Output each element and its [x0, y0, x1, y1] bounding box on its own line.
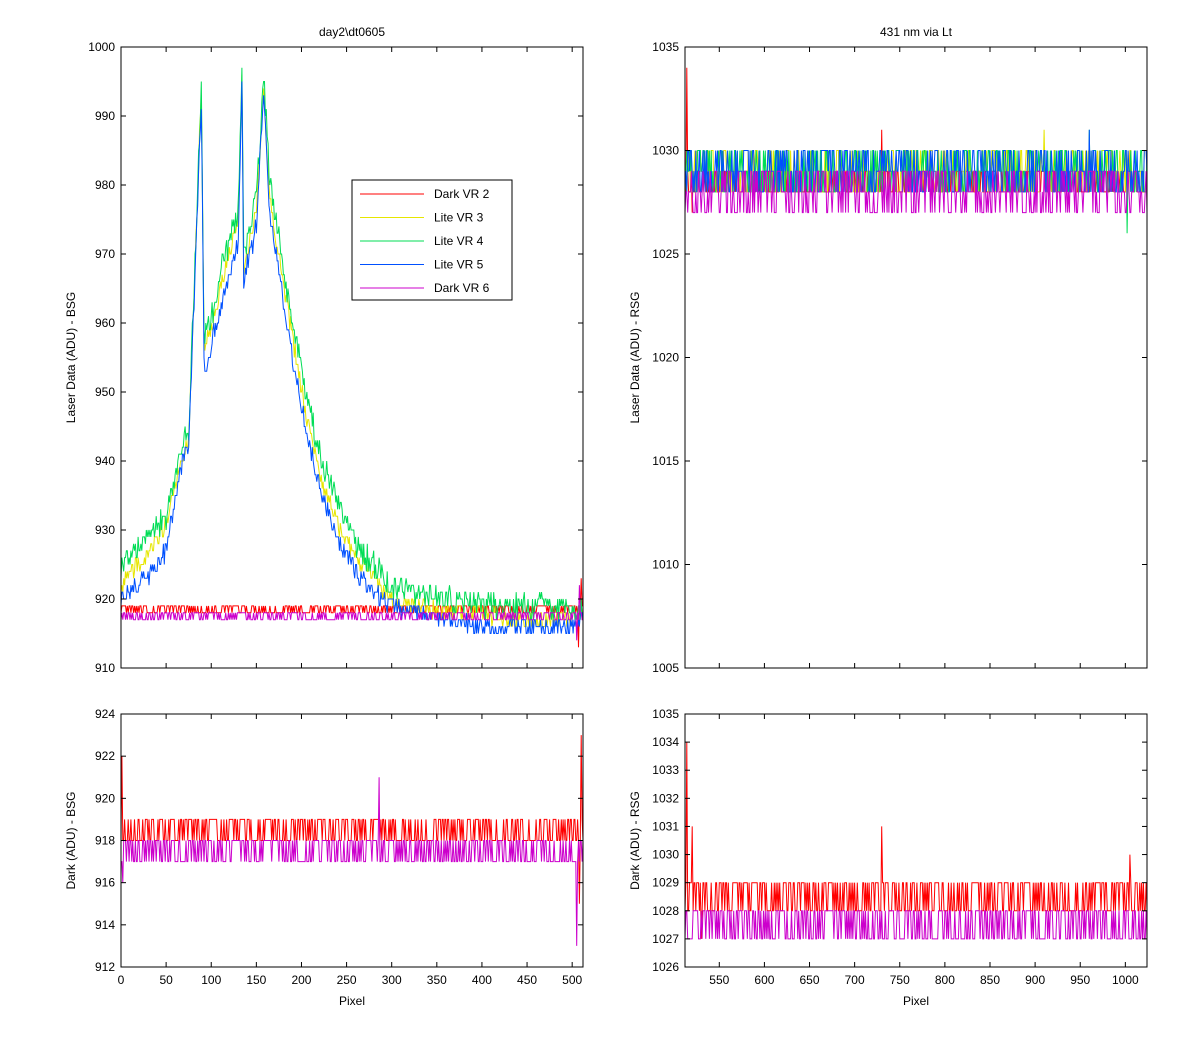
y-axis-label: Dark (ADU) - RSG: [628, 791, 642, 890]
y-tick-label: 990: [95, 109, 115, 123]
y-tick-label: 1020: [652, 351, 679, 365]
series-line-dark-vr-6: [121, 777, 583, 946]
y-tick-label: 1031: [652, 819, 679, 833]
chart-top-left: 910 920 930 940 950 960 970 980 990 1000 day2\dt06…: [64, 25, 584, 675]
y-tick-label: 930: [95, 523, 115, 537]
x-tick-label: 550: [709, 973, 729, 987]
y-tick-label: 950: [95, 385, 115, 399]
y-tick-label: 970: [95, 247, 115, 261]
y-tick-label: 980: [95, 178, 115, 192]
y-tick-label: 1035: [652, 707, 679, 721]
axes-frame: [684, 713, 1148, 968]
y-tick-label: 1028: [652, 904, 679, 918]
y-tick-label: 1033: [652, 763, 679, 777]
x-axis-label: Pixel: [339, 994, 365, 1008]
legend-label: Dark VR 6: [434, 281, 490, 295]
series-line-dark-vr-6: [685, 910, 1147, 940]
y-tick-label: 1025: [652, 247, 679, 261]
legend-label: Lite VR 3: [434, 211, 484, 225]
series-line-dark-vr-6: [685, 170, 1147, 214]
x-tick-label: 150: [246, 973, 266, 987]
y-tick-label: 1026: [652, 960, 679, 974]
y-tick-label: 924: [95, 707, 115, 721]
y-tick-label: 922: [95, 749, 115, 763]
legend-box: [351, 179, 513, 301]
x-tick-label: 1000: [1112, 973, 1139, 987]
x-tick-label: 650: [800, 973, 820, 987]
chart-bottom-right: 1026 1027 1028 1029 1030 1031 1032 1033 1034 1035…: [628, 707, 1148, 1008]
x-tick-label: 700: [845, 973, 865, 987]
series-group: [121, 735, 583, 946]
y-tick-label: 916: [95, 876, 115, 890]
y-tick-label: 940: [95, 454, 115, 468]
legend: Dark VR 2 Lite VR 3 Lite VR 4 Lite VR 5 Dark…: [351, 179, 513, 301]
y-tick-label: 1005: [652, 661, 679, 675]
y-tick-label: 1032: [652, 791, 679, 805]
y-tick-label: 920: [95, 791, 115, 805]
chart-bottom-left: 912 914 916 918 920 922 924 0 50 100 150 200 250 300 3…: [64, 707, 584, 1008]
legend-label: Lite VR 4: [434, 234, 484, 248]
y-tick-label: 1035: [652, 40, 679, 54]
y-tick-label: 1000: [88, 40, 115, 54]
y-tick-label: 920: [95, 592, 115, 606]
x-tick-label: 850: [980, 973, 1000, 987]
series-group: [121, 67, 583, 648]
y-tick-label: 914: [95, 918, 115, 932]
x-tick-label: 400: [472, 973, 492, 987]
x-tick-label: 800: [935, 973, 955, 987]
y-tick-label: 1034: [652, 735, 679, 749]
plot-area: [121, 47, 583, 668]
x-tick-label: 500: [562, 973, 582, 987]
axes-frame: [120, 46, 584, 669]
x-tick-label: 900: [1025, 973, 1045, 987]
x-tick-label: 200: [291, 973, 311, 987]
legend-label: Dark VR 2: [434, 187, 490, 201]
y-tick-label: 910: [95, 661, 115, 675]
y-tick-label: 912: [95, 960, 115, 974]
series-group: [685, 67, 1147, 234]
plot-area: [685, 47, 1147, 668]
x-tick-label: 300: [382, 973, 402, 987]
y-axis-label: Laser Data (ADU) - RSG: [628, 291, 642, 423]
series-line-dark-vr-2: [685, 742, 1147, 939]
chart-title: day2\dt0605: [319, 25, 385, 39]
y-axis-label: Laser Data (ADU) - BSG: [64, 292, 78, 423]
chart-top-right: 1005 1010 1015 1020 1025 1030 1035 431 nm via L…: [628, 25, 1148, 675]
series-line-lite-vr-4: [121, 67, 583, 621]
series-line-dark-vr-6: [121, 585, 583, 641]
legend-label: Lite VR 5: [434, 258, 484, 272]
y-tick-label: 1015: [652, 454, 679, 468]
y-tick-label: 1029: [652, 876, 679, 890]
y-tick-label: 960: [95, 316, 115, 330]
x-tick-label: 0: [118, 973, 125, 987]
y-axis-label: Dark (ADU) - BSG: [64, 791, 78, 889]
y-tick-label: 1030: [652, 144, 679, 158]
x-tick-label: 250: [337, 973, 357, 987]
x-tick-label: 100: [201, 973, 221, 987]
y-tick-label: 1030: [652, 848, 679, 862]
y-tick-label: 1010: [652, 558, 679, 572]
x-tick-label: 750: [890, 973, 910, 987]
x-tick-label: 450: [517, 973, 537, 987]
x-axis-label: Pixel: [903, 994, 929, 1008]
series-group: [685, 742, 1147, 940]
x-tick-label: 950: [1070, 973, 1090, 987]
chart-title: 431 nm via Lt: [880, 25, 953, 39]
x-tick-label: 50: [159, 973, 173, 987]
y-tick-label: 918: [95, 834, 115, 848]
x-tick-label: 600: [754, 973, 774, 987]
x-tick-label: 350: [427, 973, 447, 987]
y-tick-label: 1027: [652, 932, 679, 946]
series-line-lite-vr-5: [121, 81, 583, 634]
